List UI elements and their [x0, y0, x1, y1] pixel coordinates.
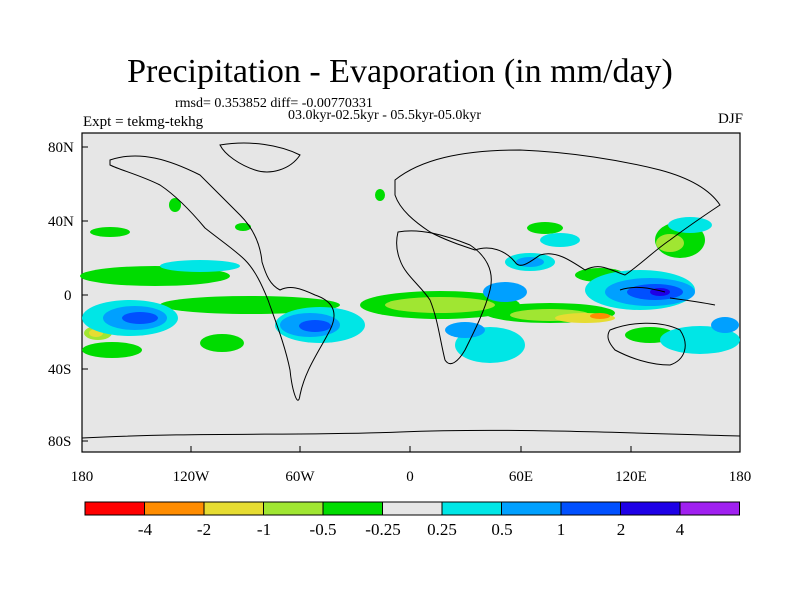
- lon-label-60w: 60W: [285, 469, 315, 485]
- lat-label-40s: 40S: [48, 362, 72, 378]
- colorbar-label: 0.5: [491, 520, 513, 539]
- lat-label-40n: 40N: [48, 214, 74, 230]
- colorbar-label: 0.25: [427, 520, 457, 539]
- colorbar-label: -4: [137, 520, 153, 539]
- lon-label-60e: 60E: [508, 469, 534, 485]
- axis-ticks: [82, 146, 632, 452]
- colorbar-label: -0.5: [309, 520, 337, 539]
- map-title: Precipitation - Evaporation (in mm/day): [127, 53, 673, 90]
- colorbar-swatch: [501, 501, 562, 516]
- colorbar-swatch: [203, 501, 264, 516]
- colorbar-label: -1: [256, 520, 272, 539]
- colorbar-swatch: [382, 501, 443, 516]
- colorbar-swatch: [322, 501, 383, 516]
- lat-label-equator: 0: [64, 288, 72, 304]
- colorbar-label: -2: [196, 520, 212, 539]
- colorbar-swatch: [84, 501, 145, 516]
- colorbar-swatch: [144, 501, 205, 516]
- lat-label-80n: 80N: [48, 140, 74, 156]
- coastlines: [81, 142, 741, 439]
- lon-label-0: 0: [406, 469, 414, 485]
- rmsd-diff-stats: rmsd= 0.353852 diff= -0.00770331: [175, 96, 373, 111]
- colorbar-label: 4: [675, 520, 685, 539]
- colorbar: [84, 501, 740, 516]
- colorbar-swatch: [560, 501, 621, 516]
- lon-label-120w: 120W: [172, 469, 210, 485]
- colorbar-label: -0.25: [365, 520, 401, 539]
- lat-label-80s: 80S: [48, 434, 72, 450]
- lon-label-180e: 180: [728, 469, 752, 485]
- colorbar-swatch: [620, 501, 681, 516]
- lon-label-120e: 120E: [615, 469, 647, 485]
- colorbar-swatch: [263, 501, 324, 516]
- colorbar-label: 2: [616, 520, 626, 539]
- period-label: 03.0kyr-02.5kyr - 05.5kyr-05.0kyr: [288, 108, 482, 123]
- season-label: DJF: [717, 111, 743, 127]
- colorbar-swatch: [679, 501, 740, 516]
- colorbar-label: 1: [556, 520, 566, 539]
- experiment-label: Expt = tekmg-tekhg: [83, 114, 204, 130]
- colorbar-swatch: [441, 501, 502, 516]
- contour-fields: [80, 189, 740, 363]
- lon-label-180w: 180: [70, 469, 94, 485]
